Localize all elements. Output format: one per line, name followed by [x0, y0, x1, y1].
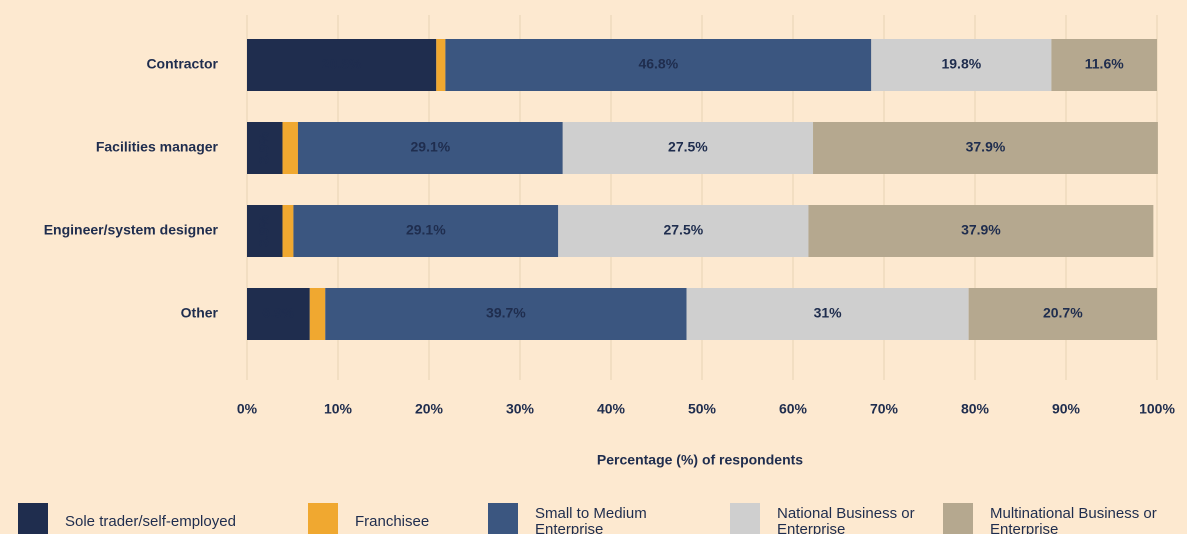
legend-swatch — [730, 503, 760, 534]
data-label: 11.6% — [1085, 56, 1124, 72]
data-label: 19.8% — [941, 56, 981, 72]
data-label: 6.9% — [262, 305, 294, 321]
x-tick-label: 10% — [324, 401, 353, 417]
data-label: 46.8% — [638, 56, 678, 72]
legend-item: Small to Medium Enterprise — [535, 502, 665, 534]
legend-swatch — [18, 503, 48, 534]
data-label: 29.1% — [406, 222, 446, 238]
data-label: 3.9% — [255, 131, 271, 163]
legend-label: Small to Medium Enterprise — [535, 505, 647, 534]
bar-segment — [445, 39, 872, 91]
bar-segment — [282, 205, 294, 257]
data-label: 27.5% — [663, 222, 703, 238]
bar-segment — [562, 122, 814, 174]
bar-segment — [325, 288, 687, 340]
bar-segment — [813, 122, 1158, 174]
bar-segment — [686, 288, 969, 340]
bar-segment — [309, 288, 326, 340]
data-label: 3.9% — [255, 214, 271, 246]
legend-label: Franchisee — [355, 513, 430, 530]
data-label: 37.9% — [966, 139, 1006, 155]
legend-item: National Business or Enterprise — [777, 502, 917, 534]
y-tick-label: Contractor — [146, 56, 218, 72]
y-tick-label: Other — [181, 305, 219, 321]
data-label: 20.8% — [322, 56, 362, 72]
data-label: 27.5% — [668, 139, 708, 155]
bar-segment — [968, 288, 1157, 340]
legend-item: Franchisee — [355, 502, 475, 534]
legend-item: Sole trader/self-employed — [65, 502, 265, 534]
bar-segment — [247, 205, 283, 257]
bar-segment — [871, 39, 1052, 91]
chart: Percentage (%) of respondents 0% 10% 20% 30… — [44, 15, 1175, 468]
bar-segment — [1051, 39, 1157, 91]
bar-segment — [247, 39, 437, 91]
bar-segment — [293, 205, 559, 257]
bar-segment — [297, 122, 563, 174]
bar-segment — [558, 205, 809, 257]
x-tick-label: 90% — [1052, 401, 1081, 417]
y-tick-label: Engineer/system designer — [44, 222, 219, 238]
x-tick-label: 60% — [779, 401, 808, 417]
x-tick-label: 70% — [870, 401, 899, 417]
y-tick-label: Facilities manager — [96, 139, 219, 155]
legend-item: Multinational Business or Enterprise — [990, 502, 1160, 534]
bar-segment — [808, 205, 1154, 257]
legend-swatch — [943, 503, 973, 534]
x-tick-label: 30% — [506, 401, 535, 417]
bar-segment — [282, 122, 298, 174]
data-label: 37.9% — [961, 222, 1001, 238]
x-tick-label: 20% — [415, 401, 444, 417]
legend-label: Multinational Business or Enterprise — [990, 505, 1157, 534]
x-tick-label: 80% — [961, 401, 990, 417]
legend-label: Sole trader/self-employed — [65, 513, 236, 530]
data-label: 31% — [814, 305, 843, 321]
x-tick-label: 100% — [1139, 401, 1175, 417]
data-label: 39.7% — [486, 305, 526, 321]
bar-segment — [436, 39, 446, 91]
bar-segment — [247, 122, 283, 174]
x-tick-label: 0% — [237, 401, 258, 417]
legend: Sole trader/self-employed Franchisee Small… — [0, 502, 1187, 534]
data-label: 29.1% — [411, 139, 451, 155]
legend-label: National Business or Enterprise — [777, 505, 915, 534]
legend-swatch — [488, 503, 518, 534]
x-tick-label: 50% — [688, 401, 717, 417]
legend-swatch — [308, 503, 338, 534]
data-label: 20.7% — [1043, 305, 1083, 321]
x-tick-label: 40% — [597, 401, 626, 417]
bar-segment — [247, 288, 310, 340]
x-axis-title: Percentage (%) of respondents — [597, 452, 803, 468]
